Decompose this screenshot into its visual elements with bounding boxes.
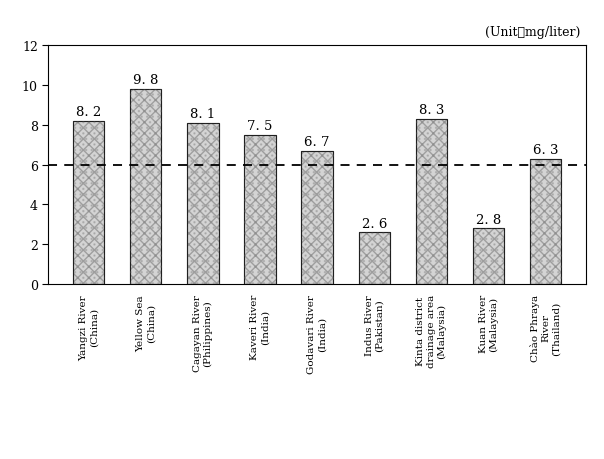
Bar [530, 159, 562, 285]
Bar [244, 135, 275, 285]
Bar [359, 233, 390, 285]
Bar [416, 119, 447, 285]
Bar [416, 119, 447, 285]
Bar [301, 151, 333, 285]
Bar [72, 122, 104, 285]
Bar [301, 151, 333, 285]
Text: 8. 3: 8. 3 [419, 104, 444, 117]
Bar [130, 90, 161, 285]
Text: 8. 2: 8. 2 [76, 106, 101, 119]
Text: 8. 1: 8. 1 [190, 108, 216, 121]
Bar [416, 119, 447, 285]
Text: 2. 8: 2. 8 [476, 213, 501, 226]
Bar [359, 233, 390, 285]
Bar [530, 159, 562, 285]
Text: 6. 7: 6. 7 [304, 136, 330, 149]
Bar [244, 135, 275, 285]
Text: 6. 3: 6. 3 [533, 144, 559, 157]
Bar [473, 229, 504, 285]
Bar [530, 159, 562, 285]
Bar [473, 229, 504, 285]
Bar [244, 135, 275, 285]
Bar [130, 90, 161, 285]
Text: 2. 6: 2. 6 [362, 218, 387, 230]
Text: 7. 5: 7. 5 [247, 120, 272, 133]
Bar [187, 123, 219, 285]
Bar [187, 123, 219, 285]
Bar [72, 122, 104, 285]
Text: 9. 8: 9. 8 [133, 74, 158, 87]
Bar [359, 233, 390, 285]
Bar [187, 123, 219, 285]
Bar [301, 151, 333, 285]
Text: (Unit：mg/liter): (Unit：mg/liter) [485, 26, 580, 39]
Bar [473, 229, 504, 285]
Bar [130, 90, 161, 285]
Bar [72, 122, 104, 285]
